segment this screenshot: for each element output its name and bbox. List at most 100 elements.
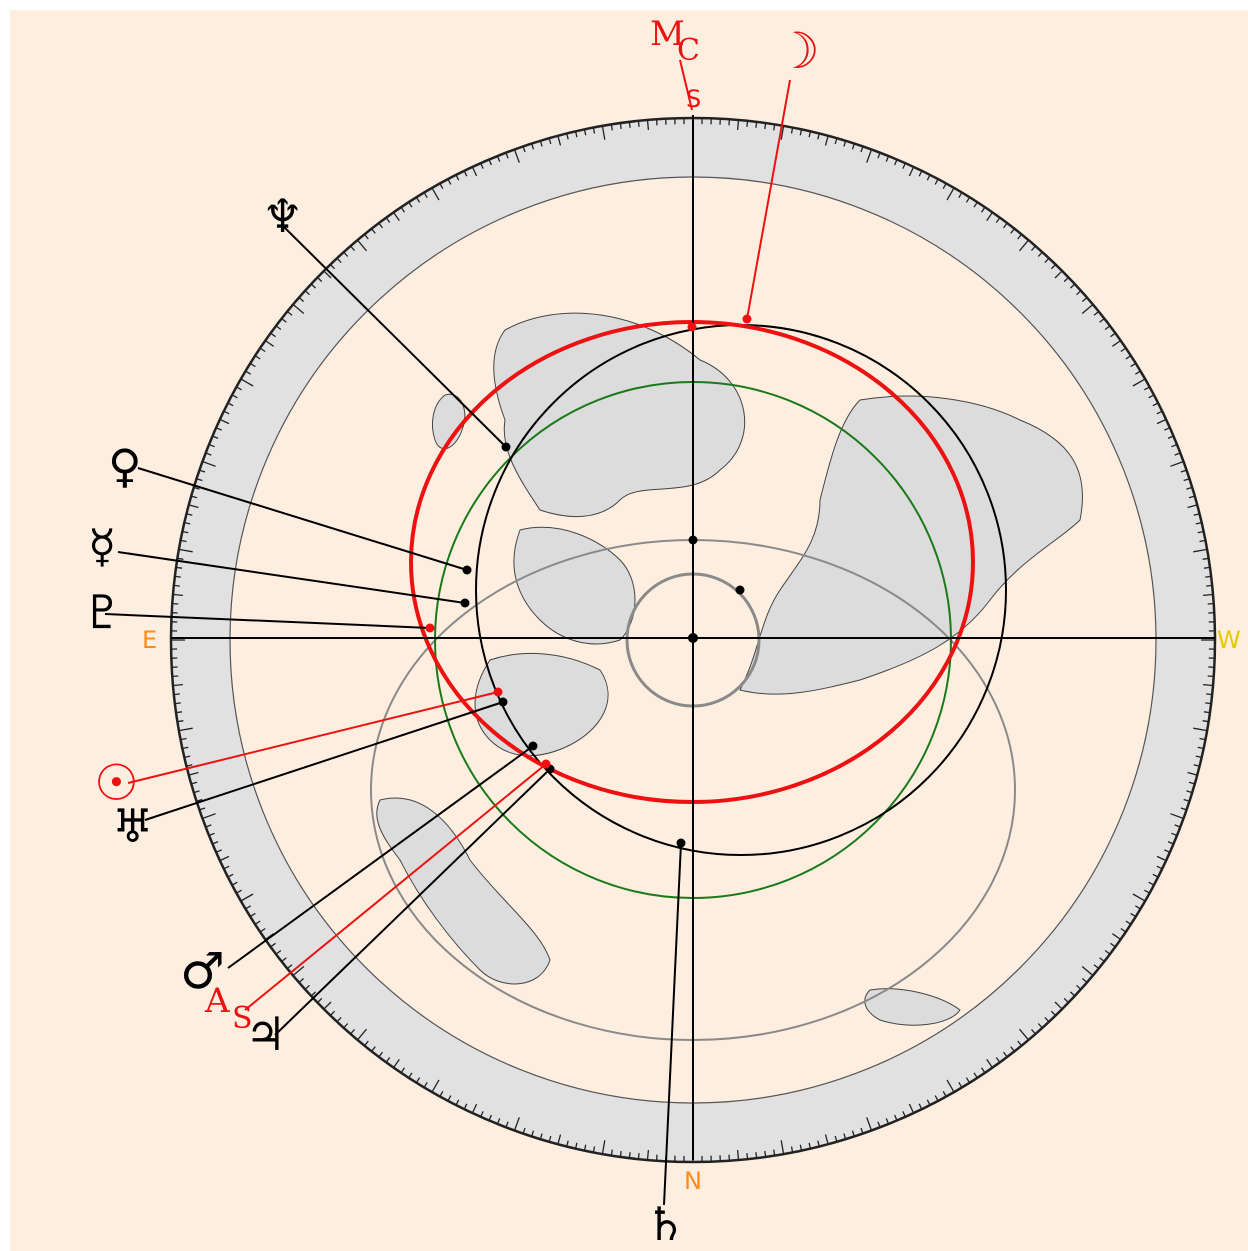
degree-tick <box>343 1023 349 1029</box>
leader-line-saturn <box>663 842 682 1206</box>
degree-tick <box>1130 912 1137 918</box>
leader-line-mars <box>227 745 534 969</box>
landmass-australia <box>864 988 961 1026</box>
degree-tick <box>231 394 238 399</box>
neptune-glyph: ♆ <box>262 189 303 243</box>
degree-tick <box>275 325 282 331</box>
degree-tick <box>393 212 400 221</box>
mercury-glyph: ☿ <box>88 519 116 573</box>
degree-tick <box>926 1099 931 1106</box>
degree-tick <box>1134 905 1141 910</box>
saturn-glyph: ♄ <box>645 1197 686 1251</box>
degree-tick <box>1193 548 1208 553</box>
degree-tick <box>824 1134 829 1145</box>
degree-tick <box>323 270 332 279</box>
degree-tick <box>254 355 261 360</box>
degree-tick <box>223 865 230 870</box>
dot-neptune <box>501 442 511 452</box>
degree-tick <box>173 693 180 696</box>
degree-tick <box>1130 362 1137 368</box>
degree-tick <box>1156 865 1163 870</box>
degree-tick <box>834 138 838 145</box>
degree-tick <box>1099 318 1105 323</box>
degree-tick <box>439 183 444 190</box>
degree-tick <box>281 957 287 962</box>
degree-tick <box>178 548 193 553</box>
degree-tick <box>539 140 543 147</box>
degree-tick <box>249 912 256 918</box>
degree-tick <box>946 187 955 201</box>
degree-tick <box>755 1152 758 1159</box>
degree-tick <box>531 1130 535 1137</box>
degree-tick <box>942 183 947 190</box>
degree-tick <box>1188 495 1195 499</box>
degree-tick <box>610 1149 613 1156</box>
degree-tick <box>184 521 191 525</box>
dot-mars <box>528 741 538 751</box>
uranus-glyph: ♅ <box>112 799 153 853</box>
degree-tick <box>995 217 1001 223</box>
degree-tick <box>236 386 243 391</box>
degree-tick <box>773 1149 776 1156</box>
degree-tick <box>408 1072 413 1079</box>
degree-tick <box>637 1153 640 1160</box>
degree-tick <box>1081 966 1094 976</box>
degree-tick <box>1010 1046 1015 1052</box>
degree-tick <box>1167 841 1174 845</box>
degree-tick <box>531 143 535 150</box>
landmass-europe-africa <box>474 653 609 757</box>
leader-line-jupiter <box>274 768 551 1036</box>
degree-tick <box>1174 824 1181 828</box>
degree-tick <box>240 893 254 902</box>
degree-tick <box>286 964 293 970</box>
degree-tick <box>764 1150 767 1157</box>
degree-tick <box>286 310 293 316</box>
dot-pluto <box>425 623 435 633</box>
degree-tick <box>173 584 180 587</box>
degree-tick <box>1171 832 1178 837</box>
degree-tick <box>1050 264 1057 270</box>
degree-tick <box>172 593 183 597</box>
north-label: N <box>684 1167 702 1195</box>
degree-tick <box>601 1140 606 1155</box>
degree-tick <box>973 1072 978 1079</box>
degree-tick <box>1193 764 1200 767</box>
degree-tick <box>196 798 203 802</box>
degree-tick <box>329 264 336 270</box>
degree-tick <box>1044 1016 1050 1023</box>
degree-tick <box>808 1142 812 1149</box>
degree-tick <box>1203 566 1210 569</box>
degree-tick <box>583 1144 587 1151</box>
degree-tick <box>548 1135 552 1142</box>
degree-tick <box>176 566 183 569</box>
degree-tick <box>1180 469 1187 473</box>
degree-tick <box>548 138 552 145</box>
degree-tick <box>182 746 189 750</box>
degree-tick <box>1104 949 1111 955</box>
degree-tick <box>463 1103 468 1110</box>
degree-tick <box>1193 513 1200 516</box>
dot-center <box>688 633 698 643</box>
moon-glyph: ☽ <box>775 22 820 80</box>
degree-tick <box>843 140 847 147</box>
degree-tick <box>357 239 367 252</box>
degree-tick <box>317 276 323 283</box>
degree-tick <box>1093 310 1100 316</box>
degree-tick <box>205 452 212 456</box>
degree-tick <box>1037 1023 1043 1029</box>
degree-tick <box>1093 964 1100 970</box>
degree-tick <box>1170 813 1184 820</box>
degree-tick <box>1156 855 1167 862</box>
degree-tick <box>1031 1028 1036 1035</box>
degree-tick <box>780 125 785 140</box>
degree-tick <box>393 1059 400 1068</box>
degree-tick <box>980 206 986 213</box>
asc-label-sub: S <box>232 1001 253 1036</box>
degree-tick <box>1002 222 1008 229</box>
degree-tick <box>1112 340 1121 347</box>
degree-tick <box>790 127 794 134</box>
west-label: W <box>1217 626 1241 654</box>
degree-tick <box>1193 727 1208 732</box>
venus-glyph: ♀ <box>108 439 142 493</box>
dot-asc <box>541 759 551 769</box>
